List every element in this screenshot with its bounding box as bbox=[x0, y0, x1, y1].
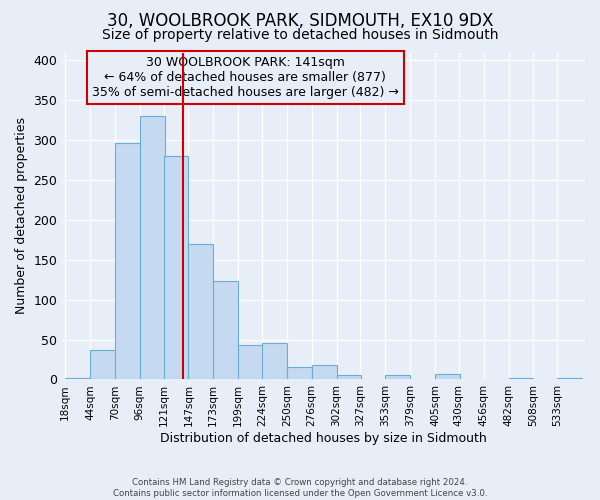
Bar bbox=[188, 244, 213, 380]
Bar bbox=[140, 116, 164, 380]
Bar bbox=[509, 378, 533, 380]
Bar bbox=[435, 374, 460, 380]
Bar bbox=[164, 156, 188, 380]
Text: Size of property relative to detached houses in Sidmouth: Size of property relative to detached ho… bbox=[102, 28, 498, 42]
Text: 30 WOOLBROOK PARK: 141sqm
← 64% of detached houses are smaller (877)
35% of semi: 30 WOOLBROOK PARK: 141sqm ← 64% of detac… bbox=[92, 56, 398, 99]
Bar bbox=[361, 378, 385, 380]
Bar bbox=[312, 365, 337, 380]
Bar bbox=[337, 376, 361, 380]
Bar bbox=[238, 345, 263, 380]
Bar bbox=[385, 374, 410, 380]
Y-axis label: Number of detached properties: Number of detached properties bbox=[15, 118, 28, 314]
X-axis label: Distribution of detached houses by size in Sidmouth: Distribution of detached houses by size … bbox=[160, 432, 487, 445]
Text: Contains HM Land Registry data © Crown copyright and database right 2024.
Contai: Contains HM Land Registry data © Crown c… bbox=[113, 478, 487, 498]
Bar bbox=[65, 378, 90, 380]
Bar bbox=[287, 366, 312, 380]
Bar bbox=[213, 282, 238, 380]
Bar bbox=[115, 144, 140, 380]
Bar bbox=[262, 343, 287, 380]
Bar bbox=[557, 378, 582, 380]
Bar bbox=[90, 350, 115, 380]
Text: 30, WOOLBROOK PARK, SIDMOUTH, EX10 9DX: 30, WOOLBROOK PARK, SIDMOUTH, EX10 9DX bbox=[107, 12, 493, 30]
